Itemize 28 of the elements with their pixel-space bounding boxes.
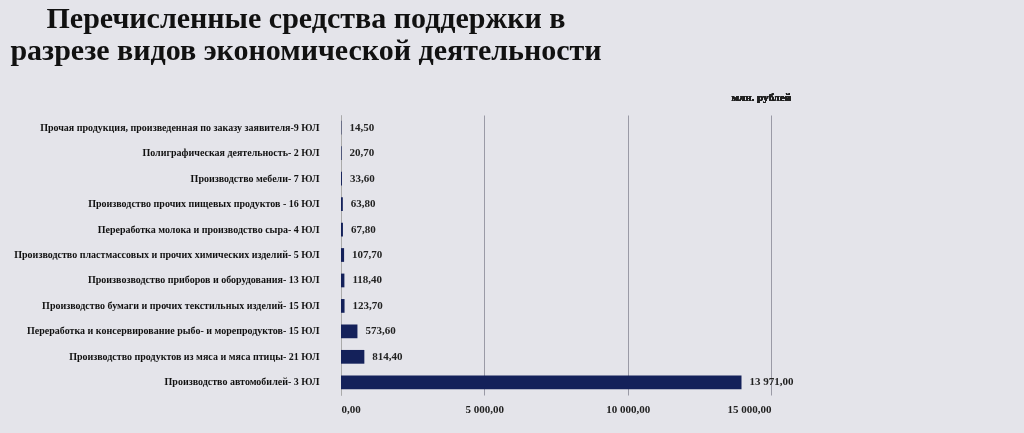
x-tick-label: 15 000,00	[727, 402, 772, 415]
data-label: 118,40	[352, 273, 383, 286]
data-label: 123,70	[352, 298, 384, 311]
y-tick-label: Производство мебели- 7 ЮЛ	[190, 172, 321, 184]
y-tick-label: Производство продуктов из мяса и мяса птицы- 21 ЮЛ	[69, 350, 321, 362]
y-tick-label: Переработка и консервирование рыбо- и морепродуктов- 15 ЮЛ	[27, 325, 321, 337]
y-tick-label: Полиграфическая деятельность- 2 ЮЛ	[142, 147, 321, 159]
data-label: 67,80	[350, 222, 377, 235]
data-label: 33,60	[349, 171, 376, 184]
data-label: 14,50	[349, 120, 375, 133]
chart-title: Перечисленные средства поддержки в разрезе видов экономической деятельности	[10, 1, 602, 66]
y-tick-label: Переработка молока и производство сыра- 4 ЮЛ	[97, 223, 321, 235]
data-label: 814,40	[372, 349, 404, 362]
y-tick-label: Прочая продукция, произведенная по заказу заявителя-9 ЮЛ	[40, 121, 321, 133]
data-label: 20,70	[349, 146, 375, 159]
x-tick-label: 10 000,00	[606, 402, 651, 415]
data-label: 573,60	[365, 324, 397, 337]
y-tick-label: Производство прочих пищевых продуктов - 16 ЮЛ	[88, 198, 321, 210]
y-tick-label: Производство бумаги и прочих текстильных изделий- 15 ЮЛ	[42, 299, 321, 311]
y-tick-label: Производство автомобилей- 3 ЮЛ	[164, 376, 321, 388]
y-tick-label: Производство пластмассовых и прочих химических изделий- 5 ЮЛ	[14, 249, 321, 260]
data-label: 63,80	[350, 197, 377, 210]
x-tick-label: 0,00	[341, 402, 362, 415]
x-tick-label: 5 000,00	[465, 402, 505, 415]
data-label: 107,70	[352, 248, 383, 260]
data-label: 13 971,00	[749, 375, 794, 388]
text: млн. рублей	[731, 91, 792, 103]
y-tick-label: Произвозводство приборов и оборудования- 13 ЮЛ	[87, 274, 321, 286]
